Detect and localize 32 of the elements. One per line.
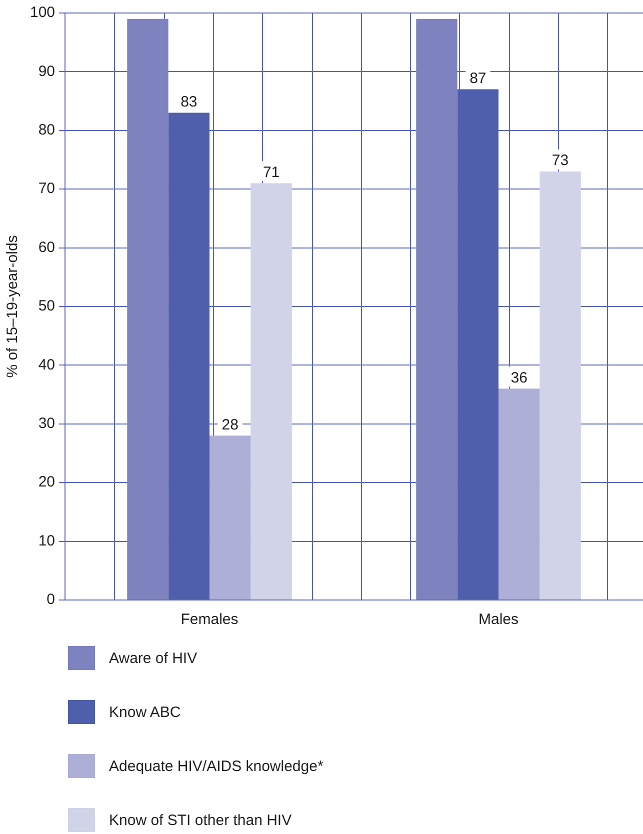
- bar: [127, 18, 168, 600]
- y-axis-title: % of 15–19-year-olds: [4, 235, 22, 378]
- legend-label: Know ABC: [109, 704, 181, 720]
- x-tick-label: Males: [478, 611, 519, 628]
- data-label: 28: [222, 416, 238, 434]
- bar: [168, 112, 210, 600]
- bar: [416, 18, 458, 600]
- y-tick-label: 0: [46, 591, 56, 608]
- legend-label: Aware of HIV: [109, 650, 198, 666]
- bar: [457, 89, 499, 600]
- y-tick-label: 80: [38, 122, 56, 139]
- bar: [540, 171, 581, 600]
- bar: [498, 388, 540, 600]
- data-label: 73: [552, 152, 569, 170]
- y-tick-label: 60: [38, 238, 56, 256]
- y-tick-label: 20: [38, 474, 56, 491]
- data-label: 71: [262, 164, 280, 181]
- y-tick-label: 100: [30, 4, 56, 22]
- data-label: 83: [180, 93, 198, 110]
- y-tick-label: 70: [38, 180, 56, 198]
- y-tick-label: 30: [38, 415, 56, 432]
- data-label: 36: [510, 369, 528, 386]
- y-tick-label: 40: [38, 356, 56, 374]
- bar: [210, 436, 251, 600]
- legend-label: Know of STI other than HIV: [109, 812, 292, 828]
- legend-label: Adequate HIV/AIDS knowledge*: [109, 758, 324, 774]
- y-tick-label: 10: [38, 532, 56, 550]
- y-tick-label: 90: [38, 62, 56, 80]
- x-tick-label: Females: [180, 611, 238, 628]
- bar: [250, 183, 292, 600]
- data-label: 87: [470, 70, 486, 87]
- y-tick-label: 50: [38, 298, 56, 315]
